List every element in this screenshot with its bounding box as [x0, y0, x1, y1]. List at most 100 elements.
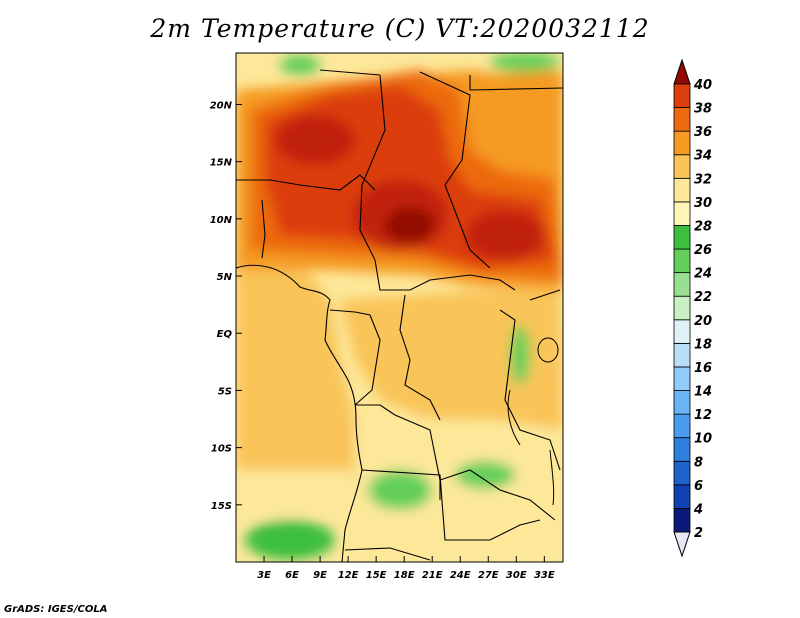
- colorbar-segment: [673, 177, 691, 203]
- border-namibia: [361, 469, 541, 541]
- colorbar-label: 22: [694, 290, 712, 305]
- colorbar-segment: [673, 366, 691, 391]
- colorbar-label: 26: [694, 243, 712, 258]
- green-patch-zambia: [455, 461, 515, 489]
- colorbar-segment: [673, 83, 691, 108]
- hot-core-niger: [275, 115, 355, 165]
- border-congo-1: [329, 309, 381, 406]
- colorbar-min-triangle: [673, 531, 691, 558]
- border-zambia: [439, 469, 556, 521]
- green-patch-north: [280, 55, 320, 75]
- colorbar-label: 16: [694, 361, 712, 376]
- ocean-region: [236, 262, 365, 500]
- colorbar-label: 34: [694, 149, 712, 164]
- border-angola: [355, 404, 441, 500]
- map-title: 2m Temperature (C) VT:2020032112: [150, 14, 650, 43]
- colorbar-segment: [673, 272, 691, 297]
- lat-tick-label: EQ: [217, 329, 233, 340]
- lon-tick-label: 9E: [313, 570, 327, 581]
- lat-tick-label: 15S: [211, 501, 232, 512]
- green-patch-lakes: [510, 325, 530, 385]
- lon-tick-label: 6E: [285, 570, 299, 581]
- northeast-region: [470, 70, 563, 160]
- green-patch-northeast: [490, 53, 560, 72]
- colorbar-segment: [673, 248, 691, 274]
- colorbar-segment: [673, 342, 691, 368]
- lon-tick-label: 12E: [338, 570, 359, 581]
- longitude-axis: 3E 6E 9E 12E 15E 18E 21E 24E 27E 30E 33E: [257, 556, 555, 581]
- lat-tick-label: 15N: [210, 158, 233, 169]
- colorbar-label: 24: [694, 267, 712, 282]
- colorbar-label: 12: [694, 408, 712, 423]
- border-chad-car: [359, 74, 516, 291]
- lat-tick-label: 5S: [218, 386, 232, 397]
- colorbar-label: 10: [694, 432, 712, 447]
- lon-tick-label: 15E: [366, 570, 387, 581]
- coastlines-borders: [236, 69, 563, 562]
- colorbar-label: 30: [694, 196, 712, 211]
- colorbar-segment: [673, 319, 691, 344]
- colorbar-label: 14: [694, 385, 712, 400]
- green-patch-angola: [368, 470, 432, 510]
- lon-tick-label: 27E: [478, 570, 499, 581]
- colorbar-label: 2: [694, 526, 703, 541]
- hottest-core: [385, 207, 435, 243]
- colorbar-label: 40: [693, 78, 712, 93]
- map-frame: [235, 52, 564, 563]
- lat-tick-label: 5N: [217, 272, 233, 283]
- west-coastline: [236, 264, 363, 562]
- lon-tick-label: 33E: [534, 570, 555, 581]
- southern-region: [345, 405, 563, 562]
- colorbar-label: 6: [694, 479, 703, 494]
- green-patch-southwest: [245, 520, 335, 560]
- lon-tick-label: 30E: [506, 570, 527, 581]
- colorbar-label: 20: [694, 314, 712, 329]
- colorbar-segment: [673, 508, 691, 533]
- colorbar-segment: [673, 154, 691, 179]
- colorbar-label: 32: [694, 172, 712, 187]
- central-region: [340, 285, 563, 430]
- colorbar-label: 36: [694, 125, 712, 140]
- temperature-map: [236, 53, 563, 562]
- colorbar-segment: [673, 413, 691, 439]
- grads-credit: GrADS: IGES/COLA: [4, 604, 108, 615]
- colorbar-segment: [673, 437, 691, 462]
- lake-victoria: [537, 337, 559, 363]
- border-west-1: [261, 199, 266, 259]
- border-sahel-1: [236, 174, 376, 191]
- colorbar-segment: [673, 201, 691, 226]
- latitude-axis: 20N 15N 10N 5N EQ 5S 10S 15S: [210, 100, 242, 512]
- lat-tick-label: 20N: [210, 100, 233, 111]
- temperature-field: [236, 53, 563, 562]
- border-sudan: [419, 71, 491, 269]
- colorbar-segment: [673, 107, 691, 132]
- colorbar-label: 18: [694, 337, 712, 352]
- border-egypt: [469, 75, 563, 91]
- ocean-south-region: [236, 470, 355, 520]
- colorbar-segment: [673, 484, 691, 509]
- colorbar-segment: [673, 460, 691, 486]
- hot-core-sudan: [465, 210, 545, 260]
- lakes: [507, 337, 559, 506]
- lat-tick-label: 10N: [210, 215, 233, 226]
- colorbar-label: 28: [694, 219, 712, 234]
- lon-tick-label: 21E: [422, 570, 443, 581]
- lon-tick-label: 24E: [450, 570, 471, 581]
- lake-tanganyika: [507, 389, 521, 446]
- border-north-1: [319, 69, 381, 76]
- border-drc-west: [399, 294, 441, 421]
- lon-tick-label: 18E: [394, 570, 415, 581]
- colorbar-segment: [673, 130, 691, 156]
- lat-tick-label: 10S: [211, 444, 232, 455]
- border-kenya: [529, 289, 561, 301]
- colorbar-label: 8: [694, 455, 703, 470]
- border-east: [499, 309, 561, 471]
- lon-tick-label: 3E: [257, 570, 271, 581]
- lake-malawi: [549, 449, 555, 506]
- colorbar-max-triangle: [673, 58, 691, 85]
- colorbar-segment: [673, 390, 691, 415]
- colorbar-label: 4: [693, 502, 703, 517]
- colorbar-segment: [673, 225, 691, 250]
